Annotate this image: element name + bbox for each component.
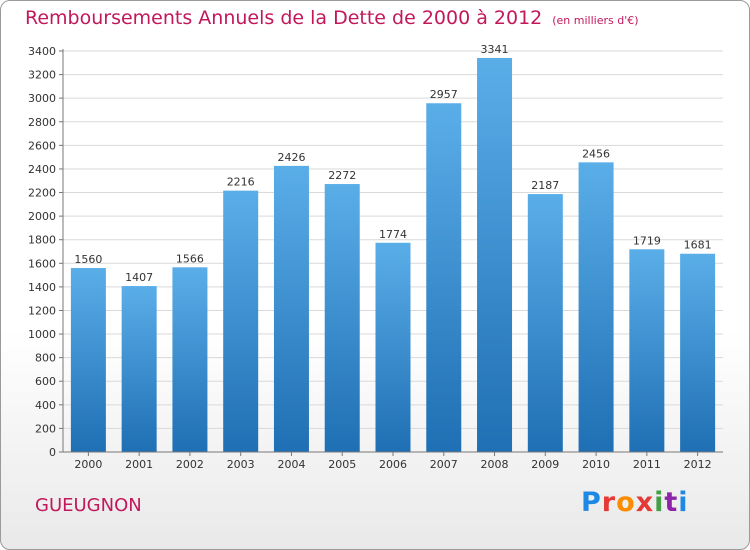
logo-letter: t <box>664 487 679 518</box>
bar <box>629 249 665 452</box>
x-tick-label: 2009 <box>531 458 559 471</box>
logo-letter: i <box>678 487 689 518</box>
proxiti-logo: Proxiti <box>581 487 689 518</box>
x-tick-label: 2010 <box>582 458 610 471</box>
x-tick-label: 2007 <box>430 458 458 471</box>
bar-chart: 0 200 400 600 800 1000 1200 1400 1600 1800 2000 220… <box>28 43 723 471</box>
bars: 1560 1407 1566 2216 2426 2272 1774 2957 3341 2187… <box>70 43 716 453</box>
data-label: 2957 <box>430 88 458 101</box>
x-tick-label: 2011 <box>633 458 661 471</box>
y-tick-label: 0 <box>49 446 56 459</box>
y-tick-label: 1800 <box>28 234 56 247</box>
x-tick-label: 2005 <box>328 458 356 471</box>
bar <box>426 103 462 453</box>
data-label: 1566 <box>176 252 204 265</box>
bar <box>223 190 259 453</box>
bar <box>273 165 309 453</box>
x-tick-label: 2003 <box>227 458 255 471</box>
bar <box>578 162 614 452</box>
y-tick-label: 2200 <box>28 187 56 200</box>
logo-letter: x <box>635 487 655 518</box>
x-tick-label: 2008 <box>481 458 509 471</box>
logo-letter: P <box>581 487 602 518</box>
bar <box>324 184 360 452</box>
data-label: 3341 <box>481 43 509 56</box>
x-axis: 2000 2001 2002 2003 2004 2005 2006 2007 2008 2009… <box>63 451 723 471</box>
y-tick-label: 2600 <box>28 139 56 152</box>
bar <box>477 57 513 453</box>
y-tick-label: 1000 <box>28 328 56 341</box>
bar <box>680 253 716 452</box>
chart-title: Remboursements Annuels de la Dette de 20… <box>25 7 639 29</box>
y-tick-label: 200 <box>35 422 56 435</box>
y-tick-label: 3200 <box>28 69 56 82</box>
x-tick-label: 2006 <box>379 458 407 471</box>
data-label: 2272 <box>328 169 356 182</box>
y-tick-label: 2800 <box>28 116 56 129</box>
data-label: 1681 <box>684 239 712 252</box>
y-tick-label: 400 <box>35 399 56 412</box>
logo-letter: o <box>616 487 636 518</box>
unit-note: (en milliers d'€) <box>552 14 639 27</box>
bar <box>375 242 411 452</box>
x-tick-label: 2002 <box>176 458 204 471</box>
y-tick-label: 2000 <box>28 210 56 223</box>
data-label: 1719 <box>633 234 661 247</box>
y-tick-label: 2400 <box>28 163 56 176</box>
bar <box>121 286 157 452</box>
x-tick-label: 2012 <box>684 458 712 471</box>
x-tick-label: 2001 <box>125 458 153 471</box>
data-label: 1407 <box>125 271 153 284</box>
data-label: 2456 <box>582 147 610 160</box>
bar <box>172 267 208 452</box>
y-tick-label: 1400 <box>28 281 56 294</box>
data-label: 1774 <box>379 228 407 241</box>
logo-letter: r <box>601 487 617 518</box>
y-tick-label: 600 <box>35 375 56 388</box>
x-tick-label: 2000 <box>74 458 102 471</box>
data-label: 2216 <box>227 176 255 189</box>
data-label: 1560 <box>74 253 102 266</box>
bar <box>527 194 563 452</box>
logo-letter: i <box>654 487 665 518</box>
bar <box>70 268 106 452</box>
y-tick-label: 1600 <box>28 257 56 270</box>
y-axis: 0 200 400 600 800 1000 1200 1400 1600 1800 2000 220… <box>28 45 64 459</box>
data-label: 2187 <box>531 179 559 192</box>
x-tick-label: 2004 <box>277 458 305 471</box>
data-label: 2426 <box>277 151 305 164</box>
y-tick-label: 3000 <box>28 92 56 105</box>
y-tick-label: 3400 <box>28 45 56 58</box>
y-tick-label: 800 <box>35 352 56 365</box>
y-tick-label: 1200 <box>28 304 56 317</box>
chart-title-text: Remboursements Annuels de la Dette de 20… <box>25 7 543 29</box>
commune-name: GUEUGNON <box>35 495 142 516</box>
